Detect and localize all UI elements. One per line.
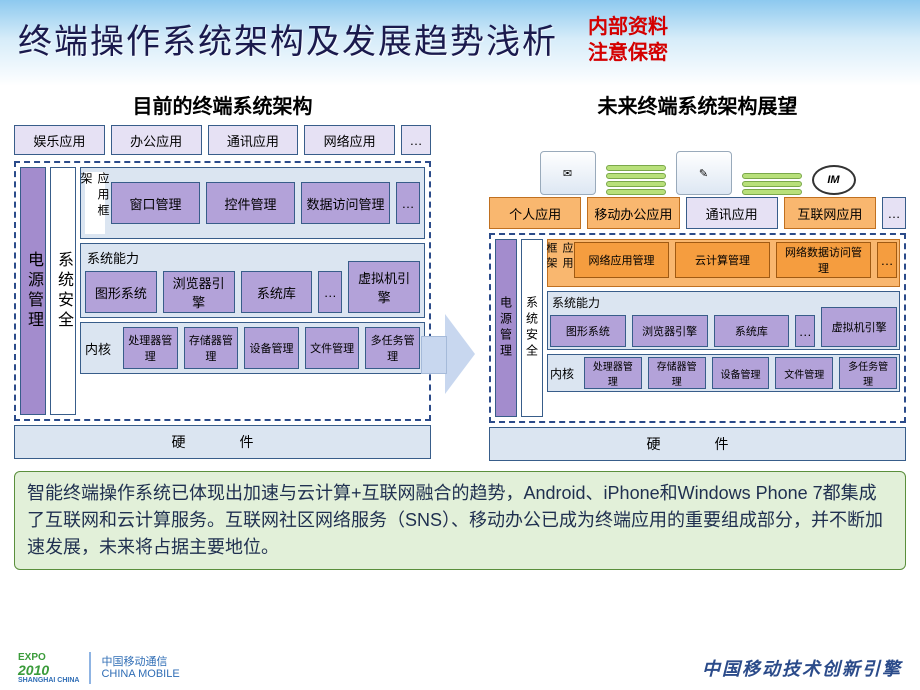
layer-label: 内核	[550, 357, 578, 389]
module-box: 设备管理	[712, 357, 770, 389]
cm-cn: 中国移动通信	[101, 656, 179, 668]
module-box: 图形系统	[85, 271, 157, 313]
hardware-bar: 硬 件	[14, 425, 431, 459]
expo-logo: EXPO 2010 SHANGHAI CHINA	[18, 653, 79, 684]
power-mgmt-bar: 电源管理	[20, 167, 46, 415]
current-os-box: 电源管理 系统安全 应用框架 窗口管理 控件管理 数据访问管理 … 系统能力 图…	[14, 161, 431, 421]
app-box: 个人应用	[489, 197, 581, 229]
module-box: 云计算管理	[675, 242, 770, 278]
app-framework-layer: 应用框架 网络应用管理 云计算管理 网络数据访问管理 …	[547, 239, 900, 287]
module-box: 多任务管理	[365, 327, 420, 369]
mail-icon: ✉	[540, 151, 596, 195]
confidential-line1: 内部资料	[588, 14, 668, 40]
server-stack-icon	[742, 173, 802, 195]
current-layers: 应用框架 窗口管理 控件管理 数据访问管理 … 系统能力 图形系统 浏览器引擎 …	[80, 167, 425, 415]
arrow-icon	[445, 314, 475, 394]
module-box: 窗口管理	[111, 182, 200, 224]
current-top-apps-row: 娱乐应用 办公应用 通讯应用 网络应用 …	[14, 125, 431, 155]
kernel-layer: 内核 处理器管理 存储器管理 设备管理 文件管理 多任务管理	[547, 354, 900, 392]
module-box: 设备管理	[244, 327, 299, 369]
slide-header: 终端操作系统架构及发展趋势浅析 内部资料 注意保密	[0, 0, 920, 86]
layer-label: 应用框架	[550, 242, 568, 284]
module-box: 存储器管理	[648, 357, 706, 389]
future-layers: 应用框架 网络应用管理 云计算管理 网络数据访问管理 … 系统能力 图形系统 浏…	[547, 239, 900, 417]
future-top-apps-row: 个人应用 移动办公应用 通讯应用 互联网应用 …	[489, 197, 906, 229]
module-box: 文件管理	[305, 327, 360, 369]
confidential-line2: 注意保密	[588, 40, 668, 66]
app-box: 网络应用	[304, 125, 395, 155]
layer-label: 内核	[85, 327, 117, 369]
hardware-bar: 硬 件	[489, 427, 906, 461]
summary-text: 智能终端操作系统已体现出加速与云计算+互联网融合的趋势，Android、iPho…	[14, 471, 906, 570]
expo-city: SHANGHAI CHINA	[18, 677, 79, 684]
diagram-columns: 目前的终端系统架构 娱乐应用 办公应用 通讯应用 网络应用 … 电源管理 系统安…	[0, 86, 920, 461]
security-bar: 系统安全	[50, 167, 76, 415]
module-box: 处理器管理	[123, 327, 178, 369]
footer-divider	[89, 652, 91, 684]
module-box: 系统库	[714, 315, 790, 347]
power-mgmt-bar: 电源管理	[495, 239, 517, 417]
module-box: 处理器管理	[584, 357, 642, 389]
kernel-layer: 内核 处理器管理 存储器管理 设备管理 文件管理 多任务管理	[80, 322, 425, 374]
module-box: 文件管理	[775, 357, 833, 389]
slide-title: 终端操作系统架构及发展趋势浅析	[18, 14, 558, 63]
im-bubble-icon: IM	[812, 165, 856, 195]
module-box-more: …	[795, 315, 815, 347]
module-box: 网络数据访问管理	[776, 242, 871, 278]
module-box: 多任务管理	[839, 357, 897, 389]
app-box-more: …	[401, 125, 431, 155]
app-box: 通讯应用	[208, 125, 299, 155]
module-box: 图形系统	[550, 315, 626, 347]
future-heading: 未来终端系统架构展望	[489, 90, 906, 119]
confidential-notice: 内部资料 注意保密	[588, 14, 668, 66]
module-box: 网络应用管理	[574, 242, 669, 278]
cm-en: CHINA MOBILE	[101, 668, 179, 680]
module-box-more: …	[396, 182, 420, 224]
app-box: 移动办公应用	[587, 197, 679, 229]
module-box: 虚拟机引擎	[348, 261, 420, 313]
app-framework-layer: 应用框架 窗口管理 控件管理 数据访问管理 …	[80, 167, 425, 239]
current-architecture-column: 目前的终端系统架构 娱乐应用 办公应用 通讯应用 网络应用 … 电源管理 系统安…	[14, 86, 431, 461]
notes-icon: ✎	[676, 151, 732, 195]
module-box: 虚拟机引擎	[821, 307, 897, 347]
module-box-more: …	[877, 242, 897, 278]
module-box: 浏览器引擎	[632, 315, 708, 347]
future-architecture-column: 未来终端系统架构展望 ✉ ✎ IM 个人应用 移动办公应用 通讯应用 互联网应用…	[489, 86, 906, 461]
capability-layer: 系统能力 图形系统 浏览器引擎 系统库 … 虚拟机引擎	[547, 291, 900, 350]
module-box: 系统库	[241, 271, 313, 313]
module-box: 存储器管理	[184, 327, 239, 369]
capability-layer: 系统能力 图形系统 浏览器引擎 系统库 … 虚拟机引擎	[80, 243, 425, 318]
future-apps-illustration: ✉ ✎ IM	[489, 125, 906, 195]
server-stack-icon	[606, 165, 666, 195]
app-box: 办公应用	[111, 125, 202, 155]
layer-label: 应用框架	[85, 172, 105, 234]
footer-slogan: 中国移动技术创新引擎	[702, 655, 902, 681]
module-box-more: …	[318, 271, 342, 313]
module-box: 控件管理	[206, 182, 295, 224]
module-box: 浏览器引擎	[163, 271, 235, 313]
future-os-box: 电源管理 系统安全 应用框架 网络应用管理 云计算管理 网络数据访问管理 … 系…	[489, 233, 906, 423]
module-box: 数据访问管理	[301, 182, 390, 224]
app-box: 通讯应用	[686, 197, 778, 229]
app-box: 互联网应用	[784, 197, 876, 229]
slide-footer: EXPO 2010 SHANGHAI CHINA 中国移动通信 CHINA MO…	[0, 648, 920, 688]
china-mobile-logo: 中国移动通信 CHINA MOBILE	[101, 656, 179, 680]
transition-arrow	[431, 246, 489, 461]
current-heading: 目前的终端系统架构	[14, 90, 431, 119]
app-box: 娱乐应用	[14, 125, 105, 155]
app-box-more: …	[882, 197, 906, 229]
security-bar: 系统安全	[521, 239, 543, 417]
expo-year: 2010	[18, 663, 79, 677]
